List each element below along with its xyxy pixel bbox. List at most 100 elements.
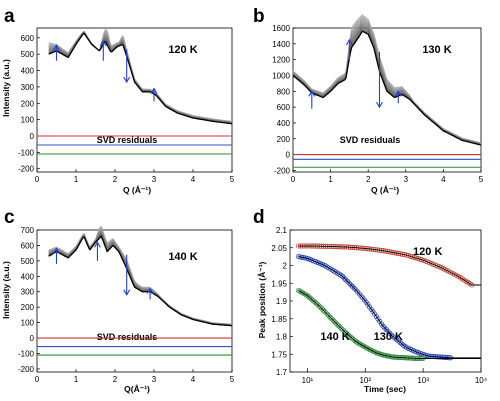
data-point [344,278,351,285]
data-point [383,327,389,333]
data-point [315,302,321,308]
x-tick-label: 0 [35,375,40,384]
panel-letter: a [4,6,15,27]
scattering-curve-intermediate [48,32,233,124]
y-tick-label: 1.95 [271,279,287,288]
scattering-curve-intermediate [48,227,233,325]
arrow-head [345,38,353,46]
y-tick-label: 1.7 [276,368,288,377]
data-point [340,327,346,333]
data-point [312,299,318,305]
data-point [295,287,302,293]
x-axis-label: Q (Å⁻¹) [123,185,151,195]
panel-letter: d [253,207,265,228]
x-tick-label: 2 [366,175,371,184]
data-point [388,332,395,338]
y-tick-label: 1200 [272,56,290,65]
x-tick-label: 10² [359,376,371,385]
x-tick-label: 10⁴ [475,376,488,385]
y-tick-label: 100 [21,319,35,328]
data-point [327,314,333,320]
x-tick-label: 1 [74,375,79,384]
y-axis-label: Peak position (Å⁻¹) [257,261,267,338]
x-tick-label: 4 [441,175,446,184]
data-point [323,310,329,316]
fit-line [298,290,481,359]
y-tick-label: 300 [21,288,35,297]
y-tick-label: 400 [21,67,35,76]
y-tick-label: -100 [18,148,35,157]
scattering-curve-intermediate [292,15,482,144]
y-tick-label: -200 [274,166,291,175]
svd-residuals-label: SVD residuals [340,135,401,145]
data-point [331,319,338,325]
y-tick-label: 200 [21,99,35,108]
data-point [380,323,386,329]
data-point [320,307,326,313]
x-axis-label: Time (sec) [364,384,406,394]
x-tick-label: 5 [230,375,235,384]
x-tick-label: 3 [404,175,409,184]
data-point [333,320,339,326]
data-point [399,341,405,347]
y-tick-label: 1400 [272,40,290,49]
panel-a: a 120 K SVD residuals Q (Å⁻¹) Intensity … [1,6,235,195]
arrow-head [150,87,158,94]
data-point [337,324,343,330]
arrow-head [376,101,383,109]
series-label: 120 K [413,246,442,258]
y-tick-label: 400 [21,272,35,281]
y-tick-label: 2 [283,262,288,271]
data-point [324,311,331,318]
arrow-head [123,76,131,84]
fit-line [298,245,481,286]
y-tick-label: 1.75 [271,350,287,359]
y-tick-label: 1000 [272,71,290,80]
y-tick-label: 500 [21,50,35,59]
data-point [394,337,400,343]
panel-letter: b [253,6,265,27]
data-point [334,321,340,328]
arrow-head [394,90,402,97]
scattering-curve-intermediate [48,32,233,124]
arrow-head [53,44,60,51]
scattering-curve-intermediate [48,31,233,123]
data-point [355,340,361,346]
data-point [351,285,357,291]
x-tick-label: 5 [230,175,235,184]
data-point [385,328,391,335]
arrow-head [93,241,101,248]
y-tick-label: 200 [277,135,291,144]
data-point [341,328,347,334]
scattering-curve-intermediate [48,225,233,325]
scattering-curve [48,32,233,125]
scattering-curve-intermediate [48,229,233,326]
x-tick-label: 10³ [417,376,429,385]
y-tick-label: 1.9 [276,297,288,306]
series-label: 140 K [320,331,349,343]
y-tick-label: 600 [21,241,35,250]
y-tick-label: 1.8 [276,333,288,342]
temperature-label: 140 K [168,251,197,263]
y-tick-label: 1.85 [271,315,287,324]
x-axis-label: Q (Å⁻¹) [371,185,399,195]
data-point [313,301,320,307]
panel-c: c 140 K SVD residuals Q(Å⁻¹) Intensity (… [1,207,235,394]
x-tick-label: 2 [113,175,118,184]
x-tick-label: 0 [35,175,40,184]
scattering-curve-intermediate [48,32,233,124]
arrow-head [123,289,131,296]
data-point [343,277,349,283]
data-point [348,282,354,288]
scattering-curve [48,235,233,327]
x-tick-label: 3 [152,375,157,384]
data-point [316,303,322,309]
y-tick-label: -200 [18,165,35,174]
x-tick-label: 5 [479,175,484,184]
data-point [361,343,367,349]
y-tick-label: 0 [30,132,35,141]
x-tick-label: 4 [191,175,196,184]
data-point [395,338,401,344]
data-point [322,309,328,315]
scattering-curve-intermediate [48,32,233,124]
